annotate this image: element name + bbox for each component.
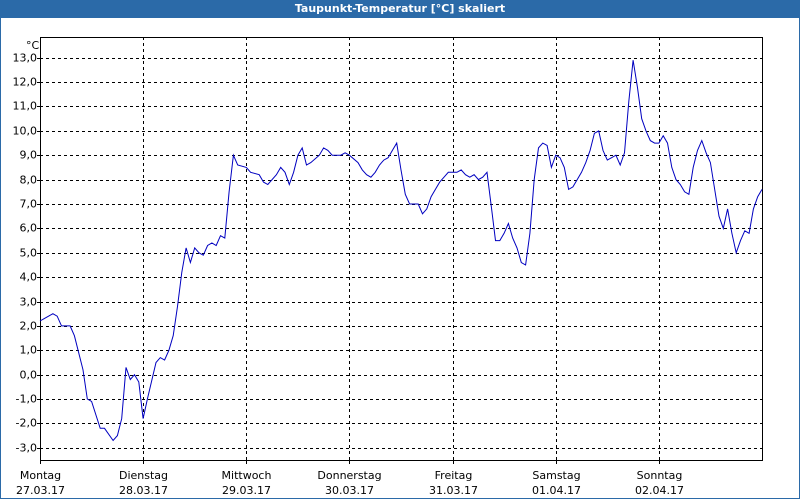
- x-tick-label: Freitag 31.03.17: [429, 469, 478, 497]
- y-tick-label: 12,0: [13, 76, 38, 89]
- title-bar: Taupunkt-Temperatur [°C] skaliert: [0, 0, 800, 18]
- y-tick-label: 5,0: [20, 247, 38, 260]
- x-tick-label: Donnerstag 30.03.17: [317, 469, 382, 497]
- y-tick-label: -3,0: [16, 442, 37, 455]
- x-tick-label: Montag 27.03.17: [16, 469, 65, 497]
- x-tick-label: Samstag 01.04.17: [532, 469, 581, 497]
- y-tick-label: 1,0: [20, 344, 38, 357]
- y-tick-label: -1,0: [16, 393, 37, 406]
- data-line: [39, 60, 763, 442]
- y-tick-label: 10,0: [13, 125, 38, 138]
- y-tick-label: 9,0: [20, 149, 38, 162]
- y-tick-label: 2,0: [20, 320, 38, 333]
- x-tick-label: Sonntag 02.04.17: [635, 469, 684, 497]
- y-tick-label: 13,0: [13, 52, 38, 65]
- y-tick-label: 0,0: [20, 369, 38, 382]
- y-tick-label: 3,0: [20, 296, 38, 309]
- plot-border: [40, 37, 763, 461]
- y-tick-label: 11,0: [13, 100, 38, 113]
- y-tick-label: -2,0: [16, 417, 37, 430]
- y-unit: °C: [26, 39, 40, 52]
- x-tick-label: Mittwoch 29.03.17: [221, 469, 272, 497]
- x-tick-label: Dienstag 28.03.17: [118, 469, 169, 497]
- y-tick-label: 6,0: [20, 222, 38, 235]
- y-tick-label: 4,0: [20, 271, 38, 284]
- y-tick-label: 7,0: [20, 198, 38, 211]
- y-tick-label: 8,0: [20, 174, 38, 187]
